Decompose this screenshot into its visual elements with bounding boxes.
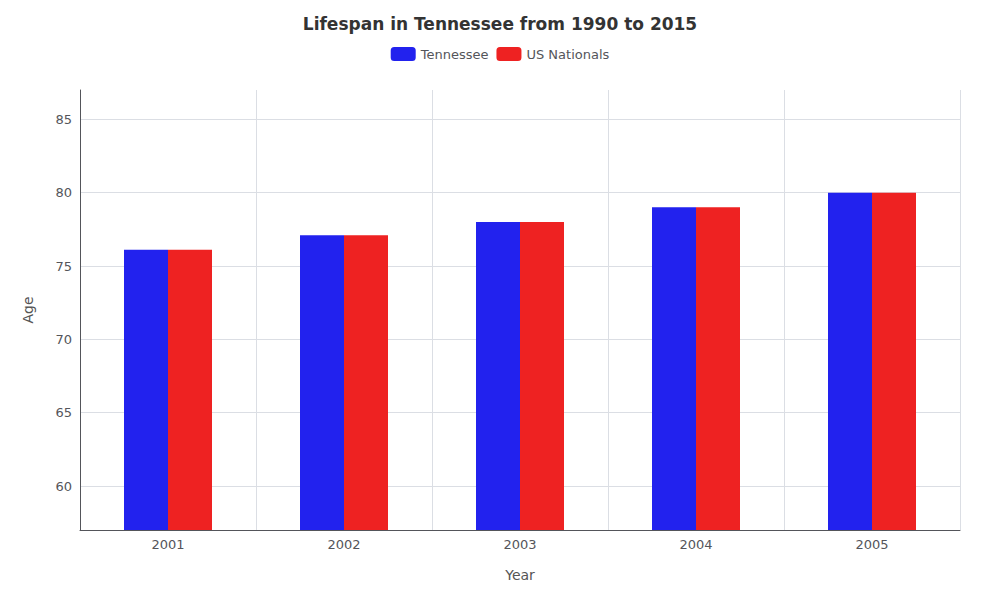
svg-text:Age: Age <box>20 296 36 323</box>
svg-text:80: 80 <box>55 185 72 200</box>
svg-text:75: 75 <box>55 259 72 274</box>
svg-text:85: 85 <box>55 112 72 127</box>
svg-text:2003: 2003 <box>503 537 536 552</box>
svg-text:2001: 2001 <box>151 537 184 552</box>
svg-text:Lifespan in Tennessee from 199: Lifespan in Tennessee from 1990 to 2015 <box>303 14 697 34</box>
svg-text:Year: Year <box>504 567 535 583</box>
svg-text:70: 70 <box>55 332 72 347</box>
svg-text:2004: 2004 <box>679 537 712 552</box>
svg-text:US Nationals: US Nationals <box>526 47 609 62</box>
svg-text:65: 65 <box>55 405 72 420</box>
svg-text:2005: 2005 <box>855 537 888 552</box>
svg-text:Tennessee: Tennessee <box>420 47 489 62</box>
svg-text:2002: 2002 <box>327 537 360 552</box>
svg-text:60: 60 <box>55 479 72 494</box>
